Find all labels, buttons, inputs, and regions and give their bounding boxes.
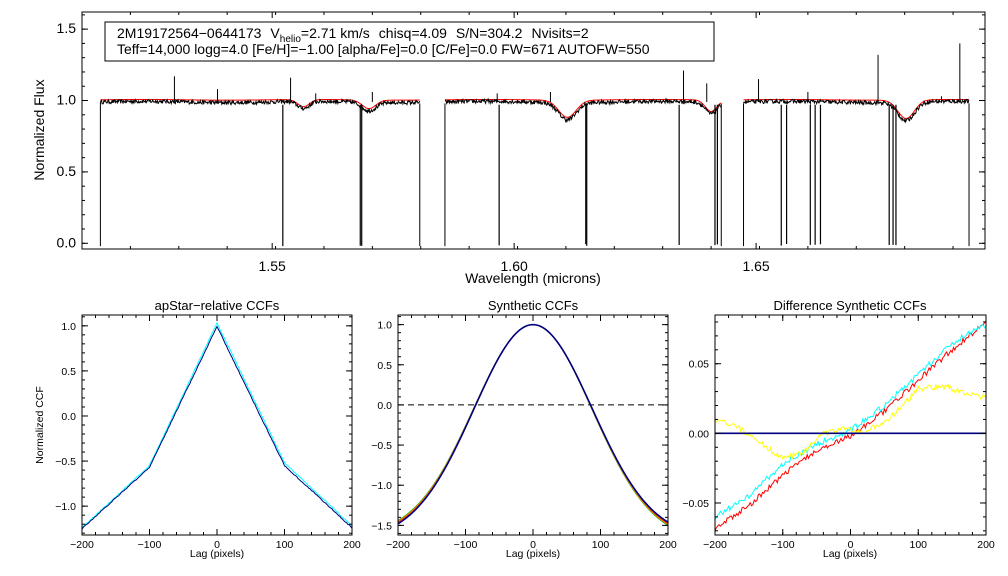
y-tick-label: −0.5: [371, 440, 392, 452]
y-tick-label: 0.0: [61, 411, 76, 423]
ccf-difference-xlabel: Lag (pixels): [823, 548, 877, 560]
ccf-series-visit-2: [81, 325, 353, 530]
x-tick-label: 200: [343, 539, 361, 551]
ccf-series-red: [397, 324, 669, 525]
x-tick-label: 1.65: [742, 258, 769, 274]
y-tick-label: −0.05: [682, 498, 709, 510]
x-tick-label: 200: [659, 539, 677, 551]
y-tick-label: −0.5: [55, 456, 76, 468]
spectrum-axes: 1.55 1.60 1.65 0.0 0.5 1.0 1.5: [57, 12, 985, 274]
y-tick-label: 1.0: [377, 320, 392, 332]
ccf-series-yellow: [714, 383, 987, 461]
x-tick-label: 0: [214, 539, 220, 551]
annotation-snr: S/N=304.2: [456, 25, 523, 41]
x-tick-label: 1.60: [501, 258, 528, 274]
annotation-chisq: chisq=4.09: [379, 25, 447, 41]
ccf-series-red: [714, 320, 987, 531]
x-tick-label: −200: [70, 539, 94, 551]
ccf-series-green: [397, 324, 669, 526]
model-spectrum-line: [444, 98, 722, 118]
ccf-synthetic-data-area: [397, 323, 669, 526]
model-spectrum-line: [100, 98, 420, 110]
spectrum-data-area: [99, 43, 970, 247]
ccf-apstar-panel: apStar−relative CCFs −200 −100 0 100 200 −1.0…: [34, 298, 361, 560]
annotation-nvisits: Nvisits=2: [531, 25, 588, 41]
x-tick-label: 1.55: [259, 258, 286, 274]
ccf-difference-title: Difference Synthetic CCFs: [774, 298, 927, 313]
spectrum-ylabel: Normalized Flux: [31, 79, 47, 180]
ccf-difference-axes: −200 −100 0 100 200 −0.05 0.00 0.05: [682, 315, 995, 551]
annotation-box: [104, 21, 715, 62]
spectrum-xlabel: Wavelength (microns): [465, 270, 601, 286]
y-tick-label: −1.0: [55, 501, 76, 513]
annotation-v-sub: helio: [280, 34, 302, 45]
y-tick-label: 0.00: [689, 428, 710, 440]
x-tick-label: −100: [454, 539, 478, 551]
ccf-series-blue: [397, 323, 669, 525]
ccf-apstar-ylabel: Normalized CCF: [34, 386, 46, 464]
ccf-difference-panel: Difference Synthetic CCFs −200 −100 0 100 20…: [682, 298, 994, 560]
ccf-apstar-axes: −200 −100 0 100 200 −1.0 −0.5 0.0 0.5 1.0: [55, 315, 361, 551]
observed-spectrum-line: [99, 97, 421, 115]
y-tick-label: 0.5: [61, 366, 76, 378]
annotation-v-label: V: [270, 25, 280, 41]
x-tick-label: −200: [386, 539, 410, 551]
ccf-synthetic-xlabel: Lag (pixels): [506, 548, 560, 560]
x-tick-label: 0: [848, 539, 854, 551]
y-tick-label: 0.05: [689, 359, 710, 371]
x-tick-label: 100: [909, 539, 927, 551]
observed-spectrum-line: [444, 97, 722, 124]
spectrum-panel: 1.55 1.60 1.65 0.0 0.5 1.0 1.5 Wavelength (mic…: [31, 11, 986, 286]
x-tick-label: 0: [530, 539, 536, 551]
observed-spectrum-line: [743, 98, 970, 124]
x-tick-label: 100: [276, 539, 294, 551]
ccf-series-orange: [397, 324, 669, 525]
ccf-apstar-data-area: [81, 321, 353, 530]
ccf-apstar-plot-frame: [81, 314, 353, 536]
y-tick-label: 0.5: [377, 360, 392, 372]
y-tick-label: −1.5: [371, 520, 392, 532]
spectrum-plot-frame: [81, 11, 986, 250]
ccf-apstar-title: apStar−relative CCFs: [155, 298, 280, 313]
x-tick-label: −100: [138, 539, 162, 551]
ccf-difference-data-area: [714, 320, 987, 531]
y-tick-label: −1.0: [371, 480, 392, 492]
annotation-line-2: Teff=14,000 logg=4.0 [Fe/H]=−1.00 [alpha…: [117, 41, 650, 57]
y-tick-label: 0.0: [377, 400, 392, 412]
ccf-synthetic-plot-frame: [397, 314, 669, 536]
y-tick-label: 1.0: [57, 92, 77, 108]
y-tick-label: 0.0: [57, 234, 77, 250]
x-tick-label: −200: [703, 539, 727, 551]
model-spectrum-line: [743, 98, 969, 119]
annotation-line-1: 2M19172564−0644173 Vhelio=2.71 km/s chisq=…: [117, 25, 589, 45]
x-tick-label: −100: [771, 539, 795, 551]
ccf-synthetic-title: Synthetic CCFs: [488, 298, 579, 313]
x-tick-label: 200: [977, 539, 995, 551]
y-tick-label: 1.5: [57, 20, 77, 36]
annotation-v-value: =2.71 km/s: [301, 25, 370, 41]
ccf-synthetic-panel: Synthetic CCFs −200 −100 0 100 200 −1.5 −1.0 −0…: [371, 298, 677, 560]
x-tick-label: 100: [592, 539, 610, 551]
ccf-apstar-xlabel: Lag (pixels): [190, 548, 244, 560]
ccf-series-cyan: [714, 324, 987, 520]
y-tick-label: 0.5: [57, 163, 77, 179]
ccf-series-visit-1: [81, 321, 353, 529]
annotation-star-id: 2M19172564−0644173: [117, 25, 262, 41]
ccf-synthetic-axes: −200 −100 0 100 200 −1.5 −1.0 −0.5 0.0 0.5 1.0: [371, 315, 677, 551]
y-tick-label: 1.0: [61, 321, 76, 333]
